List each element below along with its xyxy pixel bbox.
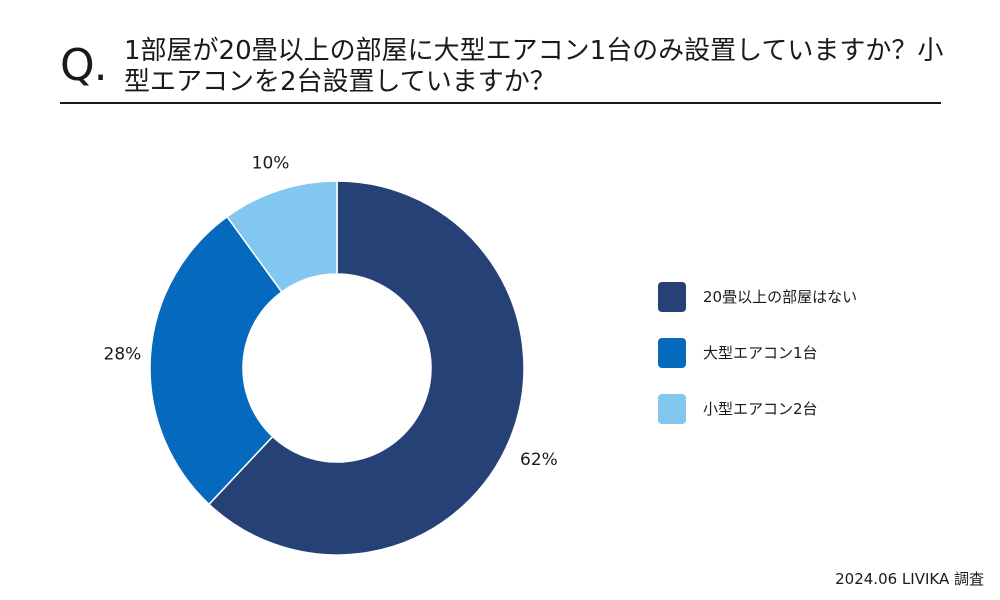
donut-slice [207,180,525,556]
legend-item: 20畳以上の部屋はない [658,282,857,312]
slice-percent-label: 62% [520,450,558,470]
legend-swatch [658,394,686,424]
slice-percent-label: 10% [252,154,290,174]
question-text: 1部屋が20畳以上の部屋に大型エアコン1台のみ設置していますか？小型エアコンを2… [124,36,944,97]
slice-percent-label: 28% [104,345,142,365]
question-mark: Q. [60,40,108,91]
legend-swatch [658,282,686,312]
legend-item: 大型エアコン1台 [658,338,857,368]
legend-item: 小型エアコン2台 [658,394,857,424]
title-divider [60,102,941,104]
donut-slice [226,180,338,293]
legend-label: 20畳以上の部屋はない [703,288,858,306]
chart-legend: 20畳以上の部屋はない 大型エアコン1台 小型エアコン2台 [658,282,857,450]
donut-slice [149,215,283,506]
legend-label: 小型エアコン2台 [703,400,818,418]
source-note: 2024.06 LIVIKA 調査 [835,570,984,588]
legend-swatch [658,338,686,368]
legend-label: 大型エアコン1台 [703,344,818,362]
